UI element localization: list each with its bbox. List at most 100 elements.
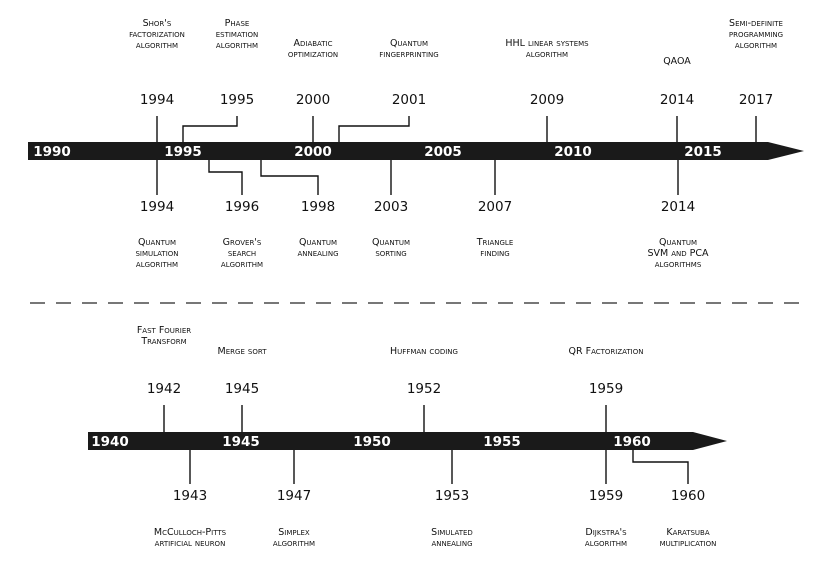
event-label: algorithm: [136, 259, 178, 270]
event-label: annealing: [431, 538, 472, 549]
quantum-events-below: 1994Quantumsimulationalgorithm1996Grover…: [135, 160, 709, 270]
event-label: Quantum: [390, 38, 428, 49]
event-label: Transform: [140, 336, 186, 347]
event-label: Dijkstra's: [585, 527, 627, 538]
timeline-event: 2014 QAOA: [660, 56, 694, 142]
event-label: algorithm: [585, 538, 627, 549]
event-year: 1942: [147, 381, 181, 397]
event-label: McCulloch-Pitts: [154, 527, 227, 538]
event-year: 2007: [478, 199, 512, 215]
event-label: Simulated: [431, 527, 473, 538]
event-year: 1996: [225, 199, 259, 215]
event-year: 2001: [392, 92, 426, 108]
event-connector: [338, 116, 410, 142]
event-connector: [260, 160, 319, 195]
event-year: 1994: [140, 92, 174, 108]
event-label: Fast Fourier: [137, 325, 191, 336]
event-label: algorithms: [655, 259, 702, 270]
event-label: Quantum: [372, 237, 410, 248]
classical-axis-labels: 1940 1945 1950 1955 1960: [91, 434, 651, 450]
event-label: Merge sort: [218, 346, 268, 357]
axis-tick-label: 1940: [91, 434, 129, 450]
quantum-timeline-arrow: [28, 142, 804, 160]
event-label: algorithm: [273, 538, 315, 549]
event-year: 1943: [173, 488, 207, 504]
event-year: 1994: [140, 199, 174, 215]
event-label: multiplication: [660, 538, 717, 549]
event-label: simulation: [135, 248, 178, 259]
classical-timeline-arrow: [88, 432, 727, 450]
event-year: 1959: [589, 381, 623, 397]
event-label: factorization: [129, 29, 185, 40]
event-label: finding: [480, 248, 509, 259]
event-year: 1998: [301, 199, 335, 215]
event-label: algorithm: [735, 40, 777, 51]
quantum-events-above: 1994Shor'sfactorizationalgorithm1995Phas…: [129, 18, 783, 142]
event-label: fingerprinting: [379, 49, 438, 60]
event-label: QAOA: [663, 56, 691, 67]
event-label: algorithm: [526, 49, 568, 60]
axis-tick-label: 1990: [33, 144, 71, 160]
event-year: 1960: [671, 488, 705, 504]
axis-tick-label: 1960: [613, 434, 651, 450]
event-label: Quantum: [299, 237, 337, 248]
axis-tick-label: 2015: [684, 144, 722, 160]
event-label: Adiabatic: [293, 38, 332, 49]
event-year: 2014: [661, 199, 695, 215]
event-label: algorithm: [216, 40, 258, 51]
axis-tick-label: 2010: [554, 144, 592, 160]
axis-tick-label: 2000: [294, 144, 332, 160]
event-connector: [632, 450, 689, 484]
event-label: Quantum: [138, 237, 176, 248]
timeline-event: 1945 Merge sort: [218, 346, 268, 432]
event-label: programming: [729, 29, 783, 40]
event-year: 2014: [660, 92, 694, 108]
event-label: search: [228, 248, 256, 259]
event-label: QR Factorization: [569, 346, 644, 357]
quantum-axis-labels: 1990 1995 2000 2005 2010 2015: [33, 144, 722, 160]
event-year: 1995: [220, 92, 254, 108]
event-label: optimization: [288, 49, 338, 60]
event-connector: [182, 116, 238, 142]
event-connector: [208, 160, 243, 195]
event-label: Karatsuba: [666, 527, 709, 538]
event-label: Huffman coding: [390, 346, 458, 357]
event-label: Quantum: [659, 237, 697, 248]
event-label: Triangle: [476, 237, 514, 248]
axis-tick-label: 1950: [353, 434, 391, 450]
event-label: Shor's: [143, 18, 172, 29]
event-year: 2009: [530, 92, 564, 108]
event-label: estimation: [216, 29, 259, 40]
event-year: 2003: [374, 199, 408, 215]
event-year: 1952: [407, 381, 441, 397]
event-label: algorithm: [136, 40, 178, 51]
event-year: 1947: [277, 488, 311, 504]
event-label: Semi-definite: [729, 18, 783, 29]
axis-tick-label: 1955: [483, 434, 521, 450]
timeline-event: 1952 Huffman coding: [390, 346, 458, 432]
event-label: HHL linear systems: [505, 38, 589, 49]
event-year: 1945: [225, 381, 259, 397]
axis-tick-label: 1945: [222, 434, 260, 450]
event-label: SVM and PCA: [647, 248, 709, 259]
